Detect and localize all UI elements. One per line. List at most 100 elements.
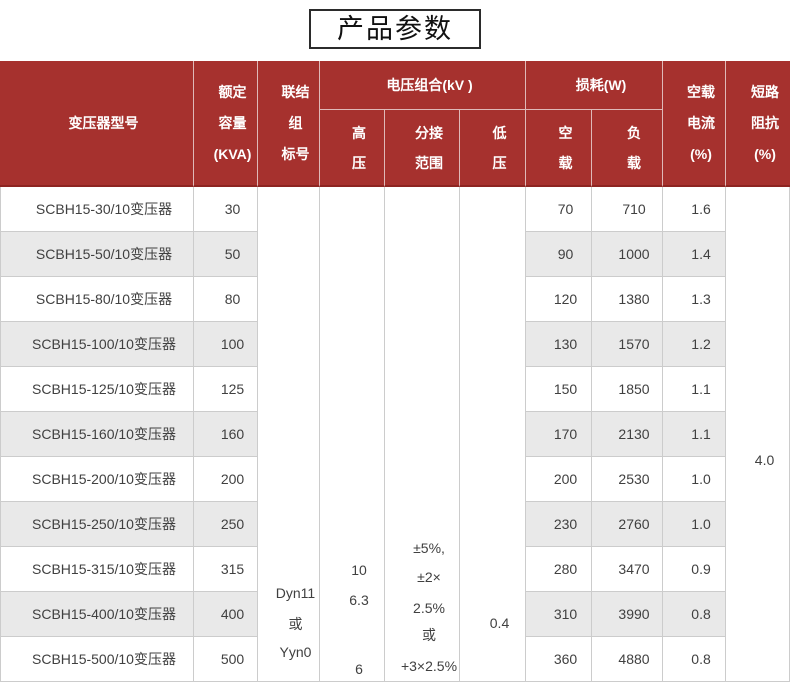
merged-tap-range-line: ±5%, bbox=[413, 540, 445, 556]
merged-tap-range-line: 2.5% bbox=[413, 600, 445, 616]
merged-connection-cell: Dyn11 或 Yyn0 bbox=[258, 187, 320, 682]
header-low-voltage: 低压 bbox=[460, 109, 526, 187]
header-model: 变压器型号 bbox=[0, 61, 194, 187]
table-row: SCBH15-250/10变压器 250 230 2760 1.0 bbox=[0, 502, 790, 547]
model-cell: SCBH15-100/10变压器 bbox=[0, 322, 194, 367]
model-cell: SCBH15-250/10变压器 bbox=[0, 502, 194, 547]
model-cell: SCBH15-80/10变压器 bbox=[0, 277, 194, 322]
capacity-cell: 250 bbox=[194, 502, 258, 547]
no-load-loss-cell: 280 bbox=[526, 547, 592, 592]
model-cell: SCBH15-30/10变压器 bbox=[0, 187, 194, 232]
header-loss-group-label: 损耗(W) bbox=[575, 77, 627, 93]
no-load-current-cell: 1.0 bbox=[663, 502, 727, 547]
header-no-load-current-label: 空载 电流 (%) bbox=[687, 83, 716, 162]
header-impedance-label: 短路 阻抗 (%) bbox=[751, 83, 780, 162]
no-load-loss-cell: 200 bbox=[526, 457, 592, 502]
page-title: 产品参数 bbox=[309, 9, 481, 49]
load-loss-cell: 710 bbox=[592, 187, 664, 232]
header-voltage-group-label: 电压组合(kV ) bbox=[386, 77, 473, 93]
merged-tap-range-line: ±2× bbox=[417, 569, 441, 585]
merged-impedance-line: 4.0 bbox=[754, 452, 775, 468]
no-load-current-cell: 1.2 bbox=[663, 322, 727, 367]
header-voltage-group: 电压组合(kV ) bbox=[320, 61, 526, 109]
no-load-loss-cell: 360 bbox=[526, 637, 592, 682]
table-row: SCBH15-50/10变压器 50 90 1000 1.4 bbox=[0, 232, 790, 277]
load-loss-cell: 3990 bbox=[592, 592, 664, 637]
merged-connection-line: 或 bbox=[288, 616, 303, 632]
merged-tap-range-line: +3×2.5% bbox=[400, 658, 458, 674]
merged-high-voltage-line: 10 bbox=[351, 562, 367, 578]
model-cell: SCBH15-500/10变压器 bbox=[0, 637, 194, 682]
merged-low-voltage-cell: 0.4 bbox=[460, 187, 526, 682]
header-loss-group: 损耗(W) bbox=[526, 61, 664, 109]
load-loss-cell: 2530 bbox=[592, 457, 664, 502]
header-load-loss: 负载 bbox=[592, 109, 664, 187]
table-row: SCBH15-315/10变压器 315 280 3470 0.9 bbox=[0, 547, 790, 592]
no-load-loss-cell: 310 bbox=[526, 592, 592, 637]
no-load-loss-cell: 230 bbox=[526, 502, 592, 547]
header-connection-group: 联结组标号 bbox=[258, 61, 320, 187]
load-loss-cell: 1570 bbox=[592, 322, 664, 367]
model-cell: SCBH15-200/10变压器 bbox=[0, 457, 194, 502]
no-load-loss-cell: 170 bbox=[526, 412, 592, 457]
table-row: SCBH15-400/10变压器 400 310 3990 0.8 bbox=[0, 592, 790, 637]
capacity-cell: 160 bbox=[194, 412, 258, 457]
no-load-current-cell: 1.1 bbox=[663, 367, 727, 412]
no-load-current-cell: 0.8 bbox=[663, 592, 727, 637]
capacity-cell: 400 bbox=[194, 592, 258, 637]
table-row: SCBH15-125/10变压器 125 150 1850 1.1 bbox=[0, 367, 790, 412]
header-load-loss-label: 负载 bbox=[627, 124, 641, 171]
table-row: SCBH15-160/10变压器 160 170 2130 1.1 bbox=[0, 412, 790, 457]
capacity-cell: 50 bbox=[194, 232, 258, 277]
no-load-loss-cell: 90 bbox=[526, 232, 592, 277]
no-load-loss-cell: 150 bbox=[526, 367, 592, 412]
load-loss-cell: 2130 bbox=[592, 412, 664, 457]
load-loss-cell: 2760 bbox=[592, 502, 664, 547]
header-connection-label: 联结组标号 bbox=[281, 83, 310, 162]
header-tap-range: 分接 范围 bbox=[385, 109, 460, 187]
header-capacity: 额定 容量 (KVA) bbox=[194, 61, 258, 187]
table-row: SCBH15-200/10变压器 200 200 2530 1.0 bbox=[0, 457, 790, 502]
header-low-voltage-label: 低压 bbox=[492, 124, 507, 171]
no-load-current-cell: 1.0 bbox=[663, 457, 727, 502]
merged-tap-range-line: 或 bbox=[422, 627, 436, 643]
table-body: SCBH15-30/10变压器 30 Dyn11 或 Yyn0 10 6.3 6 ±5%, ±2×… bbox=[0, 187, 790, 682]
no-load-loss-cell: 130 bbox=[526, 322, 592, 367]
header-sub-row: 高压 分接 范围 低压 空载 负载 bbox=[0, 109, 790, 187]
load-loss-cell: 1000 bbox=[592, 232, 664, 277]
table-header: 变压器型号 额定 容量 (KVA) 联结组标号 电压组合(kV ) 损耗(W) 空载… bbox=[0, 61, 790, 187]
no-load-current-cell: 1.6 bbox=[663, 187, 727, 232]
load-loss-cell: 3470 bbox=[592, 547, 664, 592]
capacity-cell: 200 bbox=[194, 457, 258, 502]
page-title-wrap: 产品参数 bbox=[0, 0, 790, 61]
product-parameters-table: 变压器型号 额定 容量 (KVA) 联结组标号 电压组合(kV ) 损耗(W) 空载… bbox=[0, 61, 790, 682]
merged-high-voltage-cell: 10 6.3 6 bbox=[320, 187, 385, 682]
model-cell: SCBH15-50/10变压器 bbox=[0, 232, 194, 277]
no-load-current-cell: 1.4 bbox=[663, 232, 727, 277]
header-no-load-current: 空载 电流 (%) bbox=[663, 61, 727, 187]
header-model-label: 变压器型号 bbox=[68, 115, 139, 131]
no-load-current-cell: 1.1 bbox=[663, 412, 727, 457]
merged-high-voltage-line: 6.3 bbox=[349, 592, 369, 608]
no-load-current-cell: 1.3 bbox=[663, 277, 727, 322]
header-impedance: 短路 阻抗 (%) bbox=[726, 61, 790, 187]
merged-low-voltage-line: 0.4 bbox=[489, 615, 510, 631]
header-high-voltage-label: 高压 bbox=[352, 124, 366, 171]
model-cell: SCBH15-125/10变压器 bbox=[0, 367, 194, 412]
capacity-cell: 125 bbox=[194, 367, 258, 412]
header-tap-range-label: 分接 范围 bbox=[415, 124, 443, 171]
merged-high-voltage-line: 6 bbox=[355, 661, 363, 677]
no-load-loss-cell: 70 bbox=[526, 187, 592, 232]
load-loss-cell: 1850 bbox=[592, 367, 664, 412]
header-high-voltage: 高压 bbox=[320, 109, 385, 187]
table-row: SCBH15-100/10变压器 100 130 1570 1.2 bbox=[0, 322, 790, 367]
capacity-cell: 500 bbox=[194, 637, 258, 682]
model-cell: SCBH15-315/10变压器 bbox=[0, 547, 194, 592]
model-cell: SCBH15-160/10变压器 bbox=[0, 412, 194, 457]
table-row: SCBH15-80/10变压器 80 120 1380 1.3 bbox=[0, 277, 790, 322]
header-no-load-loss: 空载 bbox=[526, 109, 592, 187]
capacity-cell: 315 bbox=[194, 547, 258, 592]
header-group-row: 变压器型号 额定 容量 (KVA) 联结组标号 电压组合(kV ) 损耗(W) 空载… bbox=[0, 61, 790, 187]
merged-connection-line: Dyn11 bbox=[275, 585, 316, 601]
capacity-cell: 100 bbox=[194, 322, 258, 367]
